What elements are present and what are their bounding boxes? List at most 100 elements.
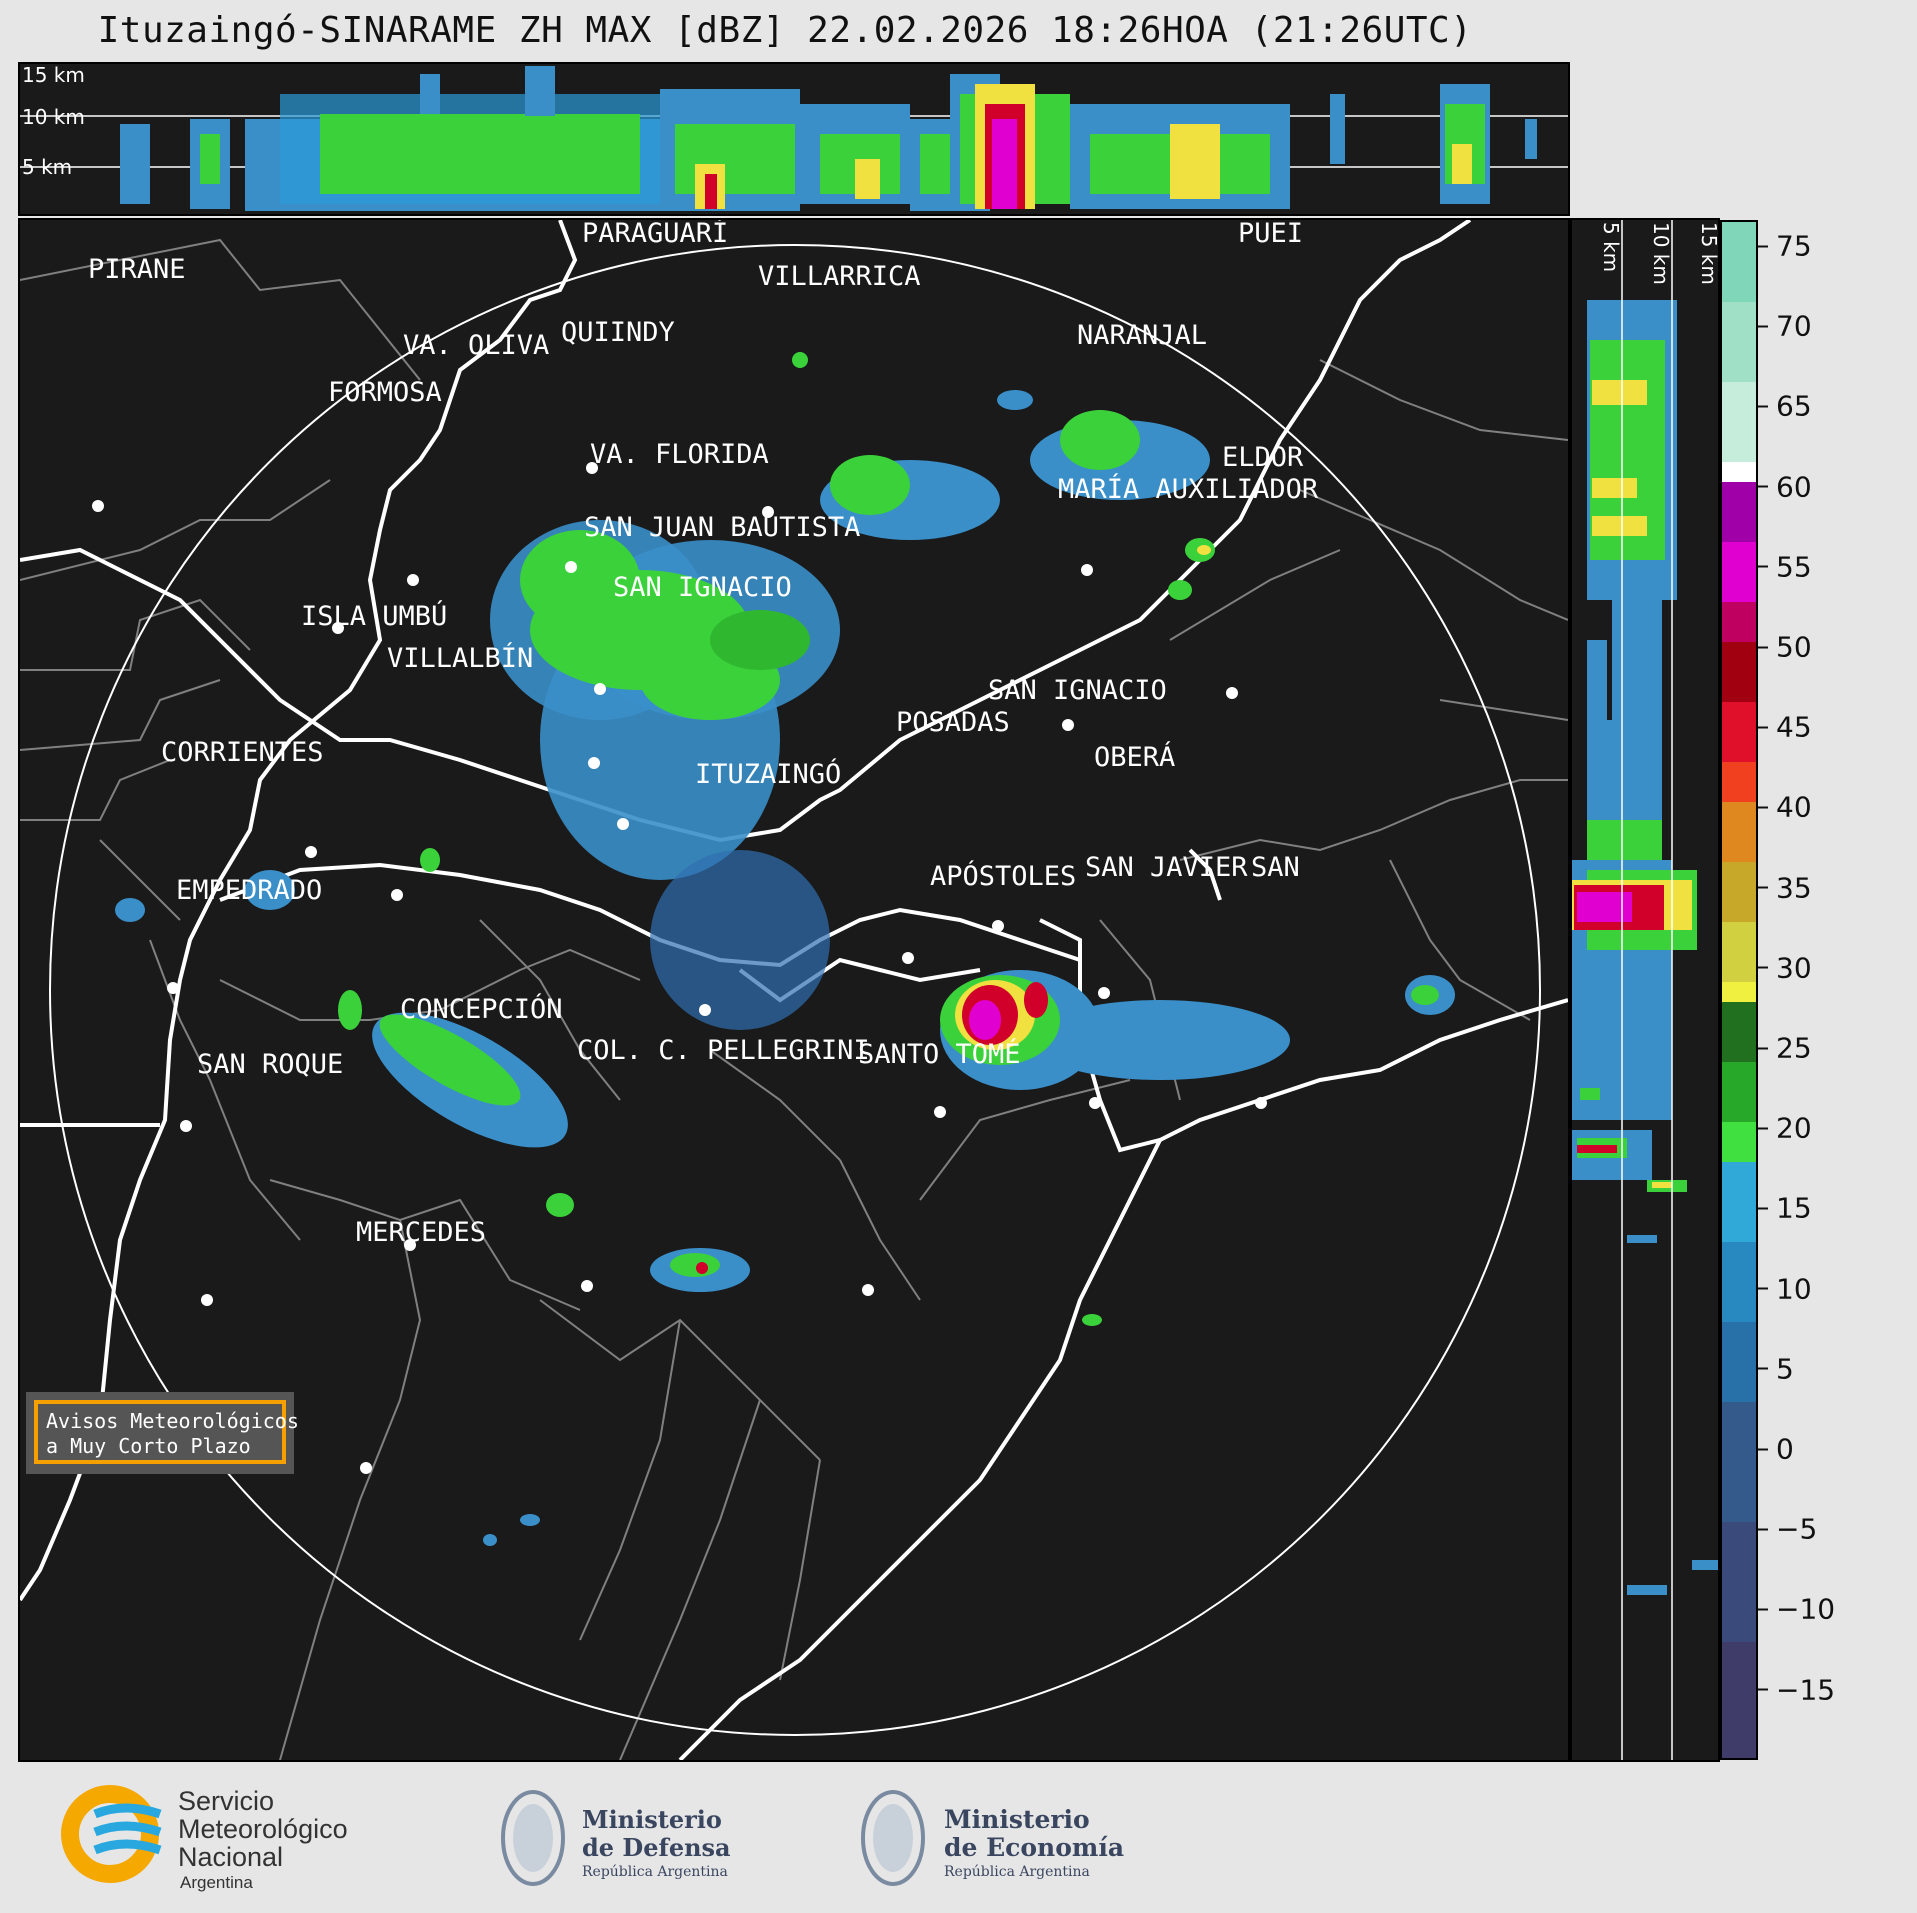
economia-logo-line1: Ministerio — [944, 1805, 1090, 1834]
colorbar-tick-label: 0 — [1776, 1432, 1794, 1466]
colorbar-tick: 70 — [1758, 310, 1812, 343]
colorbar-tick-label: −5 — [1776, 1512, 1818, 1546]
city-label-maria-auxiliadora: MARÍA AUXILIADOR — [1058, 473, 1319, 505]
colorbar-tick-mark — [1758, 405, 1768, 408]
colorbar — [1720, 220, 1758, 1760]
city-label-san-juan-bautista: SAN JUAN BAUTISTA — [584, 512, 860, 543]
warning-box-line2: a Muy Corto Plazo — [46, 1434, 251, 1458]
city-label-formosa: FORMOSA — [328, 377, 442, 408]
colorbar-tick-mark — [1758, 1608, 1768, 1611]
city-markers — [92, 462, 1267, 1474]
colorbar-tick-label: 60 — [1776, 470, 1812, 504]
city-label-puerto-partial: PUEI — [1238, 220, 1303, 249]
city-label-va-oliva: VA. OLIVA — [403, 330, 549, 361]
defensa-logo: Ministerio de Defensa República Argentin… — [501, 1790, 731, 1886]
colorbar-tick-mark — [1758, 966, 1768, 969]
colorbar-tick: 5 — [1758, 1352, 1794, 1385]
colorbar-tick: 45 — [1758, 711, 1812, 744]
colorbar-tick-label: 30 — [1776, 951, 1812, 985]
colorbar-tick: −15 — [1758, 1673, 1835, 1706]
smn-logo-line4: Argentina — [180, 1873, 253, 1892]
smn-logo-line2: Meteorológico — [178, 1814, 348, 1844]
colorbar-tick-label: 50 — [1776, 630, 1812, 664]
city-label-mercedes: MERCEDES — [356, 1217, 486, 1248]
city-label-isla-umbu: ISLA UMBÚ — [301, 600, 447, 632]
city-label-obera: OBERÁ — [1094, 741, 1175, 773]
city-label-pirane: PIRANE — [88, 254, 186, 285]
economia-logo-line3: República Argentina — [944, 1864, 1090, 1880]
colorbar-tick-mark — [1758, 1688, 1768, 1691]
colorbar-tick-label: 75 — [1776, 229, 1812, 263]
precipitation-echoes — [115, 352, 1455, 1546]
top-echo-bands — [120, 66, 1537, 211]
province-boundaries — [20, 238, 1568, 1760]
colorbar-tick-label: 65 — [1776, 389, 1812, 423]
top-label-5km: 5 km — [22, 155, 72, 179]
chart-title: Ituzaingó-SINARAME ZH MAX [dBZ] 22.02.20… — [97, 10, 1473, 51]
colorbar-gradient — [1722, 222, 1756, 1758]
side-label-15km: 15 km — [1697, 222, 1718, 285]
colorbar-tick-mark — [1758, 726, 1768, 729]
colorbar-tick-mark — [1758, 646, 1768, 648]
colorbar-tick-label: 20 — [1776, 1111, 1812, 1145]
city-label-ituzaingo: ITUZAINGÓ — [695, 758, 841, 790]
colorbar-tick-label: 55 — [1776, 550, 1812, 584]
city-label-naranjal: NARANJAL — [1077, 320, 1207, 351]
footer-logos: Servicio Meteorológico Nacional Argentin… — [0, 1762, 1917, 1909]
colorbar-tick: 35 — [1758, 871, 1812, 904]
economia-logo-line2: de Economía — [944, 1833, 1124, 1862]
defensa-logo-line3: República Argentina — [582, 1864, 728, 1880]
city-label-paraguari: PARAGUARÍ — [582, 220, 728, 249]
colorbar-tick: 60 — [1758, 470, 1812, 503]
city-label-san-partial: SAN — [1251, 852, 1300, 883]
warning-box[interactable]: Avisos Meteorológicos a Muy Corto Plazo — [26, 1392, 299, 1474]
side-height-panel: 5 km 10 km 15 km — [1570, 218, 1720, 1762]
range-ring — [49, 244, 1541, 1736]
colorbar-tick-label: 40 — [1776, 790, 1812, 824]
colorbar-tick-mark — [1758, 806, 1768, 809]
top-label-15km: 15 km — [22, 64, 85, 87]
defensa-logo-line1: Ministerio — [582, 1805, 722, 1834]
colorbar-tick: 50 — [1758, 631, 1812, 664]
colorbar-tick: 40 — [1758, 791, 1812, 824]
smn-logo-line3: Nacional — [178, 1842, 283, 1872]
colorbar-tick-label: 70 — [1776, 309, 1812, 343]
colorbar-tick-label: 10 — [1776, 1272, 1812, 1306]
footer-logos-svg: Servicio Meteorológico Nacional Argentin… — [61, 1785, 1124, 1892]
city-label-san-javier: SAN JAVIER — [1085, 852, 1248, 883]
city-labels: PIRANE PARAGUARÍ VILLARRICA VA. OLIVA QU… — [88, 220, 1319, 1248]
colorbar-tick-label: −10 — [1776, 1592, 1836, 1626]
colorbar-tick: 25 — [1758, 1032, 1812, 1065]
radar-map-svg: PIRANE PARAGUARÍ VILLARRICA VA. OLIVA QU… — [20, 220, 1568, 1760]
colorbar-tick-label: −15 — [1776, 1673, 1836, 1707]
colorbar-tick: 55 — [1758, 550, 1812, 583]
economia-logo: Ministerio de Economía República Argenti… — [861, 1790, 1124, 1886]
colorbar-tick: 0 — [1758, 1433, 1794, 1466]
colorbar-ticks: 75 70 65 60 55 50 45 40 35 30 25 20 15 10 5 0 −5 −10 −15 — [1758, 220, 1858, 1760]
defensa-shield-icon — [501, 1790, 565, 1886]
colorbar-tick: 10 — [1758, 1272, 1812, 1305]
colorbar-tick-label: 45 — [1776, 710, 1812, 744]
city-label-empedrado: EMPEDRADO — [176, 875, 322, 906]
city-label-corrientes: CORRIENTES — [161, 737, 324, 768]
colorbar-tick-mark — [1758, 1528, 1768, 1531]
colorbar-tick: 75 — [1758, 230, 1812, 263]
city-label-quiindy: QUIINDY — [561, 317, 675, 348]
city-label-santo-tome: SANTO TOMÉ — [858, 1038, 1021, 1070]
city-label-san-roque: SAN ROQUE — [197, 1049, 343, 1080]
radar-map: PIRANE PARAGUARÍ VILLARRICA VA. OLIVA QU… — [18, 218, 1570, 1762]
colorbar-tick-label: 15 — [1776, 1191, 1812, 1225]
colorbar-tick-mark — [1758, 1367, 1768, 1370]
colorbar-tick-mark — [1758, 565, 1768, 568]
smn-logo: Servicio Meteorológico Nacional Argentin… — [61, 1785, 348, 1892]
warning-box-line1: Avisos Meteorológicos — [46, 1409, 299, 1433]
colorbar-tick: 65 — [1758, 390, 1812, 423]
colorbar-tick-label: 5 — [1776, 1352, 1794, 1386]
colorbar-tick: 15 — [1758, 1192, 1812, 1225]
side-echo-bands — [1572, 300, 1718, 1595]
city-label-villarrica: VILLARRICA — [758, 261, 921, 292]
colorbar-tick-mark — [1758, 1448, 1768, 1450]
colorbar-tick-mark — [1758, 245, 1768, 247]
colorbar-tick: −5 — [1758, 1513, 1817, 1546]
side-label-10km: 10 km — [1649, 222, 1673, 285]
